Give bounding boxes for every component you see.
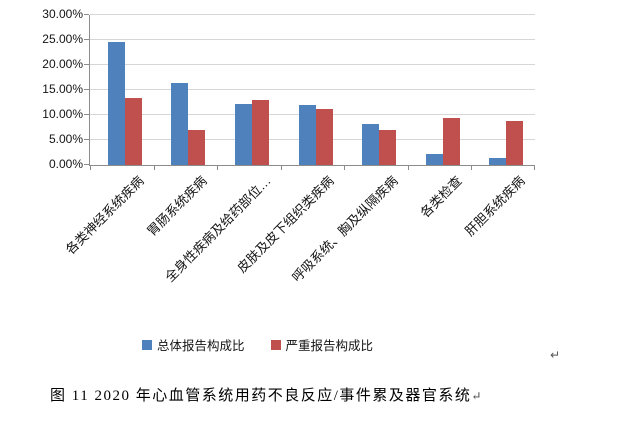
bar-serious <box>315 109 333 165</box>
bar-chart-object[interactable]: 0.00% 5.00% 10.00% 15.00% 20.00% 25.00% 30.00%… <box>0 0 626 375</box>
figure-caption-text: 图 11 2020 年心血管系统用药不良反应/事件累及器官系统 <box>50 388 472 404</box>
legend-swatch-serious-icon <box>270 339 281 350</box>
bar-overall <box>298 104 316 165</box>
y-tick-mark <box>84 164 89 165</box>
gridline <box>90 14 535 15</box>
gridline <box>90 89 535 90</box>
bar-overall <box>107 42 125 165</box>
x-axis-tick-label: 全身性疾病及给药部位… <box>161 173 274 285</box>
legend-item-overall: 总体报告构成比 <box>142 335 245 354</box>
y-tick-mark <box>84 64 89 65</box>
x-axis-tick-label: 胃肠系统疾病 <box>144 173 211 239</box>
gridline <box>90 39 535 40</box>
x-tick-mark <box>534 166 535 170</box>
x-tick-mark <box>407 166 409 170</box>
x-axis-tick-label: 肝胆系统疾病 <box>462 173 528 239</box>
figure-caption: 图 11 2020 年心血管系统用药不良反应/事件累及器官系统↵ <box>50 384 481 405</box>
x-tick-mark <box>217 166 219 170</box>
x-axis-tick-label: 各类神经系统疾病 <box>62 173 147 258</box>
chart-legend: 总体报告构成比 严重报告构成比 <box>142 335 373 354</box>
y-tick-mark <box>84 39 89 40</box>
bar-overall <box>171 82 189 165</box>
x-axis-tick-label: 呼吸系统、胸及纵隔疾病 <box>289 173 401 285</box>
y-axis-tick-label: 0.00% <box>48 157 83 171</box>
y-axis-tick-label: 5.00% <box>48 132 83 146</box>
y-axis-tick-label: 10.00% <box>42 107 83 121</box>
x-tick-mark <box>90 166 91 170</box>
caption-paragraph-mark-icon: ↵ <box>471 389 482 403</box>
y-tick-mark <box>84 89 89 90</box>
bar-serious <box>251 99 269 165</box>
y-tick-mark <box>84 114 89 115</box>
bar-serious <box>442 117 460 165</box>
y-axis-tick-label: 25.00% <box>42 32 83 46</box>
x-tick-mark <box>153 166 155 170</box>
bar-overall <box>489 157 507 165</box>
bar-serious <box>124 97 142 165</box>
x-axis-tick-label: 各类检查 <box>416 173 465 221</box>
bar-overall <box>425 154 443 165</box>
legend-item-serious: 严重报告构成比 <box>270 335 374 354</box>
legend-label-serious: 严重报告构成比 <box>285 339 374 353</box>
plot-area <box>84 14 535 170</box>
gridline <box>90 64 535 65</box>
y-axis-tick-label: 15.00% <box>42 82 83 96</box>
bar-overall <box>234 103 252 165</box>
y-tick-mark <box>84 14 89 15</box>
x-tick-mark <box>471 166 473 170</box>
legend-swatch-overall-icon <box>142 339 152 350</box>
x-tick-mark <box>280 166 282 170</box>
paragraph-mark-icon: ↵ <box>550 348 561 362</box>
y-axis-tick-label: 20.00% <box>42 57 83 71</box>
bar-serious <box>379 130 397 165</box>
bar-overall <box>362 123 380 165</box>
bar-serious <box>188 129 206 165</box>
y-axis-tick-label: 30.00% <box>42 7 83 21</box>
y-tick-mark <box>84 139 89 140</box>
x-tick-mark <box>344 166 346 170</box>
bar-serious <box>506 120 524 165</box>
legend-label-overall: 总体报告构成比 <box>157 339 245 353</box>
